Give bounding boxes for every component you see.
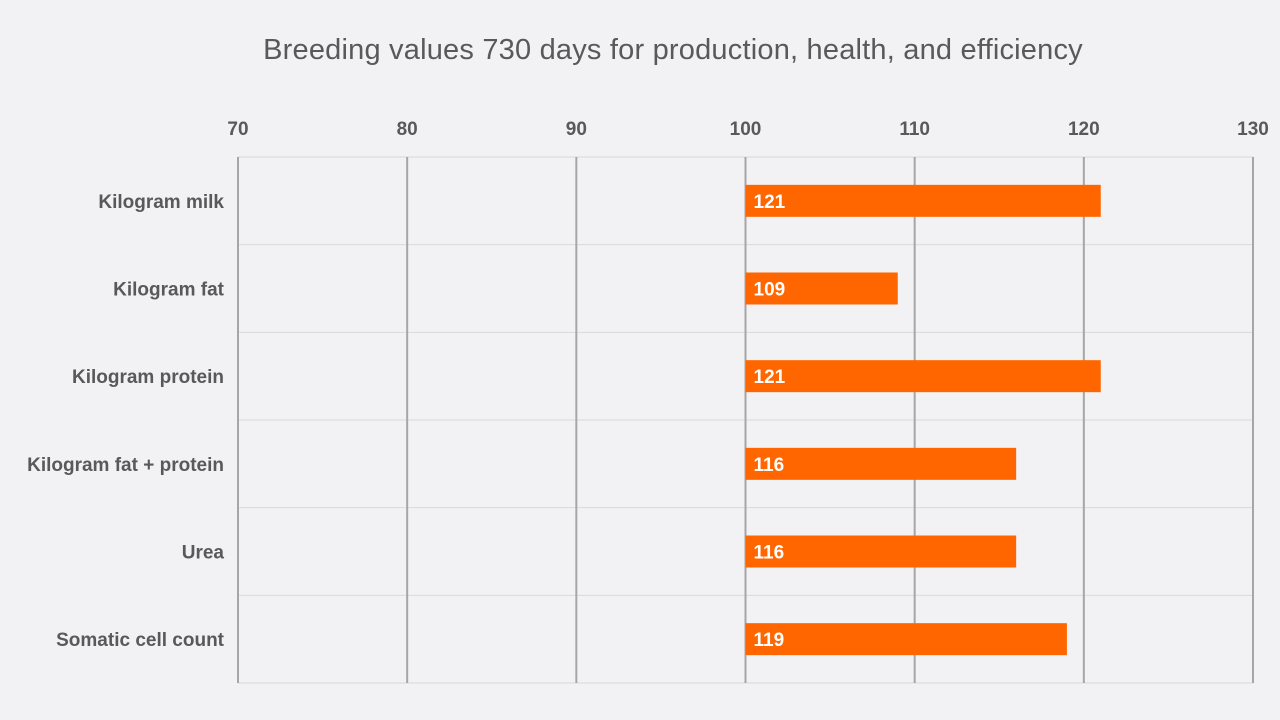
data-label: 119 [754,630,785,651]
bar [745,360,1101,393]
data-label: 121 [754,192,786,213]
category-label: Kilogram protein [72,367,224,388]
bar-layer [745,184,1101,656]
tick-label-layer: 70 80 90 100 110 120 130 [227,119,1268,140]
category-label: Somatic cell count [56,630,225,651]
bar [745,623,1067,656]
x-tick-label: 110 [899,119,930,140]
bar [745,184,1101,217]
data-label: 109 [754,280,786,301]
x-tick-label: 130 [1237,119,1269,140]
data-label: 121 [754,367,786,388]
data-label: 116 [754,543,785,564]
x-tick-label: 120 [1068,119,1100,140]
category-label-layer: Kilogram milk Kilogram fat Kilogram protei… [27,192,225,651]
x-tick-label: 80 [397,119,418,140]
bar [745,272,898,305]
x-tick-label: 100 [730,119,762,140]
x-tick-label: 70 [227,119,248,140]
bar [745,447,1017,480]
category-label: Kilogram fat [113,280,225,301]
x-tick-label: 90 [566,119,587,140]
category-label: Kilogram milk [98,192,224,213]
chart-title: Breeding values 730 days for production,… [263,34,1083,66]
category-label: Kilogram fat + protein [27,455,224,476]
data-label: 116 [754,455,785,476]
bar [745,535,1017,568]
grid-layer [237,156,1254,684]
data-label-layer: 121 109 121 116 116 119 [754,192,786,651]
category-label: Urea [182,543,225,564]
